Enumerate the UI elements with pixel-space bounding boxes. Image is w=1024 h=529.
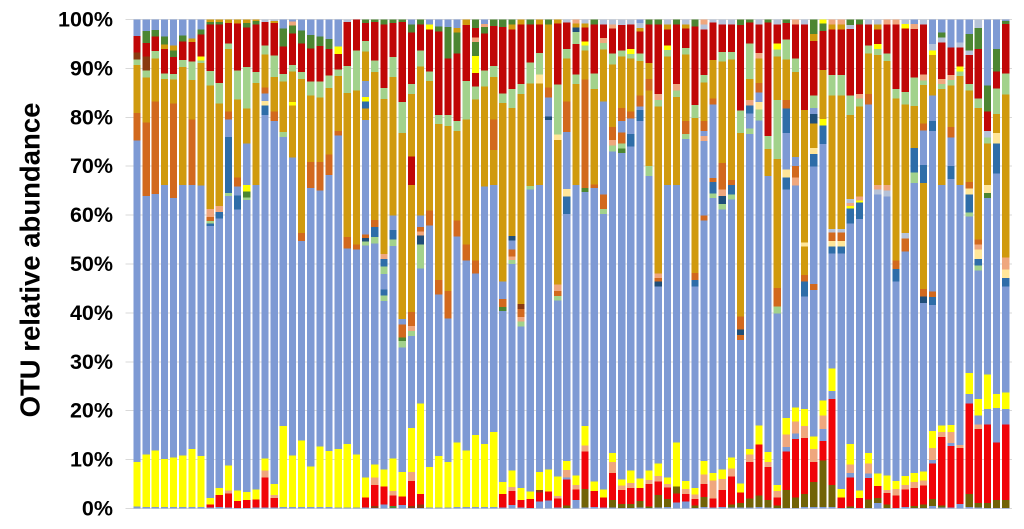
svg-text:20%: 20% <box>70 399 113 423</box>
svg-text:50%: 50% <box>70 252 113 276</box>
svg-text:80%: 80% <box>70 105 113 129</box>
svg-text:10%: 10% <box>70 448 113 472</box>
svg-text:0%: 0% <box>82 497 113 521</box>
svg-text:30%: 30% <box>70 350 113 374</box>
svg-text:OTU relative abundance: OTU relative abundance <box>15 103 46 418</box>
svg-text:100%: 100% <box>58 8 113 32</box>
svg-text:40%: 40% <box>70 301 113 325</box>
svg-text:70%: 70% <box>70 154 113 178</box>
svg-text:90%: 90% <box>70 56 113 80</box>
svg-text:60%: 60% <box>70 203 113 227</box>
